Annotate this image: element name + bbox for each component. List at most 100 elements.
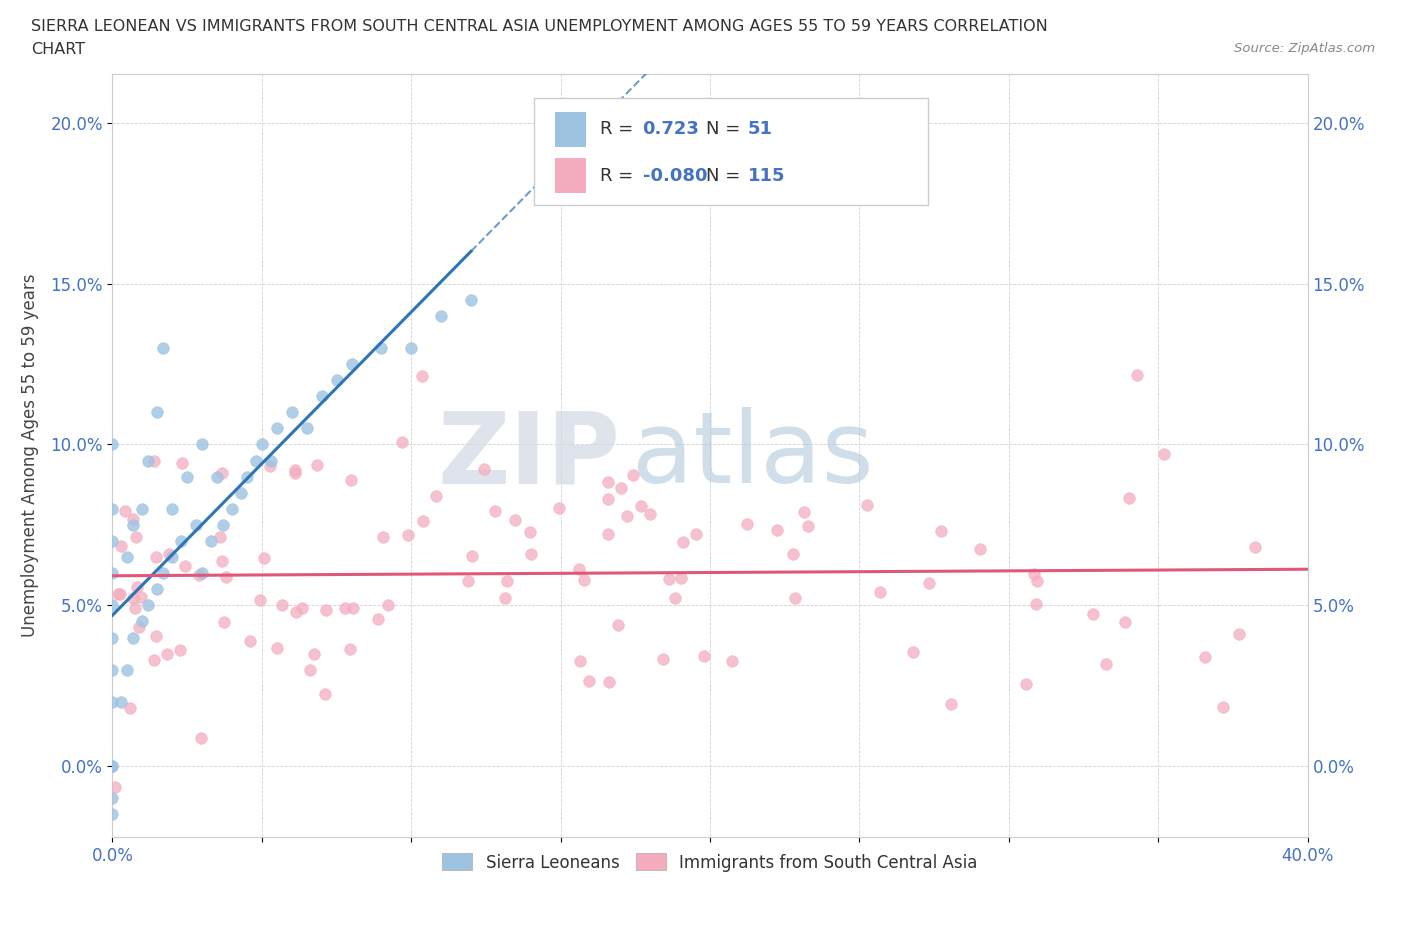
Point — [664, 591, 686, 605]
Point — [598, 675, 620, 690]
Point — [214, 570, 236, 585]
Point — [411, 368, 433, 383]
Point — [250, 437, 273, 452]
Point — [117, 662, 139, 677]
Point — [162, 550, 183, 565]
Point — [519, 525, 541, 539]
Point — [969, 541, 991, 556]
Y-axis label: Unemployment Among Ages 55 to 59 years: Unemployment Among Ages 55 to 59 years — [21, 274, 39, 637]
Point — [391, 434, 413, 449]
Point — [685, 526, 707, 541]
Point — [1125, 367, 1147, 382]
Point — [1025, 574, 1047, 589]
Text: N =: N = — [706, 166, 745, 185]
Text: 0.723: 0.723 — [643, 120, 699, 139]
Point — [578, 674, 600, 689]
Point — [211, 554, 233, 569]
Point — [298, 662, 321, 677]
Point — [200, 534, 222, 549]
Text: R =: R = — [600, 120, 640, 139]
Point — [229, 485, 252, 500]
Point — [142, 454, 165, 469]
Point — [720, 654, 742, 669]
Point — [461, 548, 484, 563]
Point — [1227, 627, 1250, 642]
Point — [672, 535, 695, 550]
Point — [669, 570, 692, 585]
Point — [107, 587, 129, 602]
Text: ZIP: ZIP — [437, 407, 620, 504]
Point — [939, 697, 962, 711]
Point — [333, 600, 356, 615]
Point — [621, 467, 644, 482]
Point — [142, 653, 165, 668]
Point — [693, 648, 716, 663]
Point — [266, 421, 288, 436]
Point — [101, 790, 124, 805]
Point — [918, 576, 941, 591]
Point — [162, 501, 183, 516]
Point — [305, 457, 328, 472]
Point — [547, 501, 569, 516]
Point — [281, 405, 304, 419]
Point — [315, 602, 337, 617]
Point — [785, 591, 807, 605]
Point — [152, 565, 174, 580]
Point — [1194, 650, 1216, 665]
Text: 51: 51 — [748, 120, 773, 139]
Point — [124, 600, 146, 615]
Point — [598, 474, 620, 489]
Point — [340, 473, 363, 488]
Point — [1244, 539, 1267, 554]
Point — [472, 461, 495, 476]
Point — [157, 546, 180, 561]
Point — [284, 465, 307, 480]
Point — [311, 389, 333, 404]
Point — [457, 574, 479, 589]
Point — [120, 700, 142, 715]
Point — [735, 517, 758, 532]
Point — [339, 642, 361, 657]
Point — [370, 340, 392, 355]
Point — [170, 534, 193, 549]
Point — [101, 565, 124, 580]
Text: -0.080: -0.080 — [643, 166, 707, 185]
Point — [572, 573, 595, 588]
Point — [430, 308, 453, 323]
Point — [101, 437, 124, 452]
Point — [146, 405, 169, 419]
Point — [325, 373, 347, 388]
Point — [186, 517, 208, 532]
Point — [122, 517, 145, 532]
Point — [630, 498, 652, 513]
Point — [176, 469, 198, 484]
Point — [104, 779, 127, 794]
Point — [596, 492, 619, 507]
Point — [797, 519, 820, 534]
Point — [101, 759, 124, 774]
Point — [190, 730, 212, 745]
Point — [284, 463, 307, 478]
Point — [152, 340, 174, 355]
Point — [245, 453, 267, 468]
Point — [253, 551, 276, 565]
Legend: Sierra Leoneans, Immigrants from South Central Asia: Sierra Leoneans, Immigrants from South C… — [436, 846, 984, 878]
Point — [568, 562, 591, 577]
Point — [401, 340, 423, 355]
Point — [494, 591, 516, 605]
Point — [169, 643, 191, 658]
Text: CHART: CHART — [31, 42, 84, 57]
Point — [121, 591, 143, 606]
Point — [520, 547, 543, 562]
Point — [1114, 615, 1136, 630]
Point — [212, 517, 235, 532]
Point — [568, 653, 591, 668]
Point — [145, 629, 167, 644]
Point — [616, 509, 638, 524]
Text: N =: N = — [706, 120, 745, 139]
Point — [191, 565, 214, 580]
Point — [108, 587, 131, 602]
Point — [156, 646, 179, 661]
Point — [1212, 700, 1234, 715]
Point — [290, 601, 312, 616]
